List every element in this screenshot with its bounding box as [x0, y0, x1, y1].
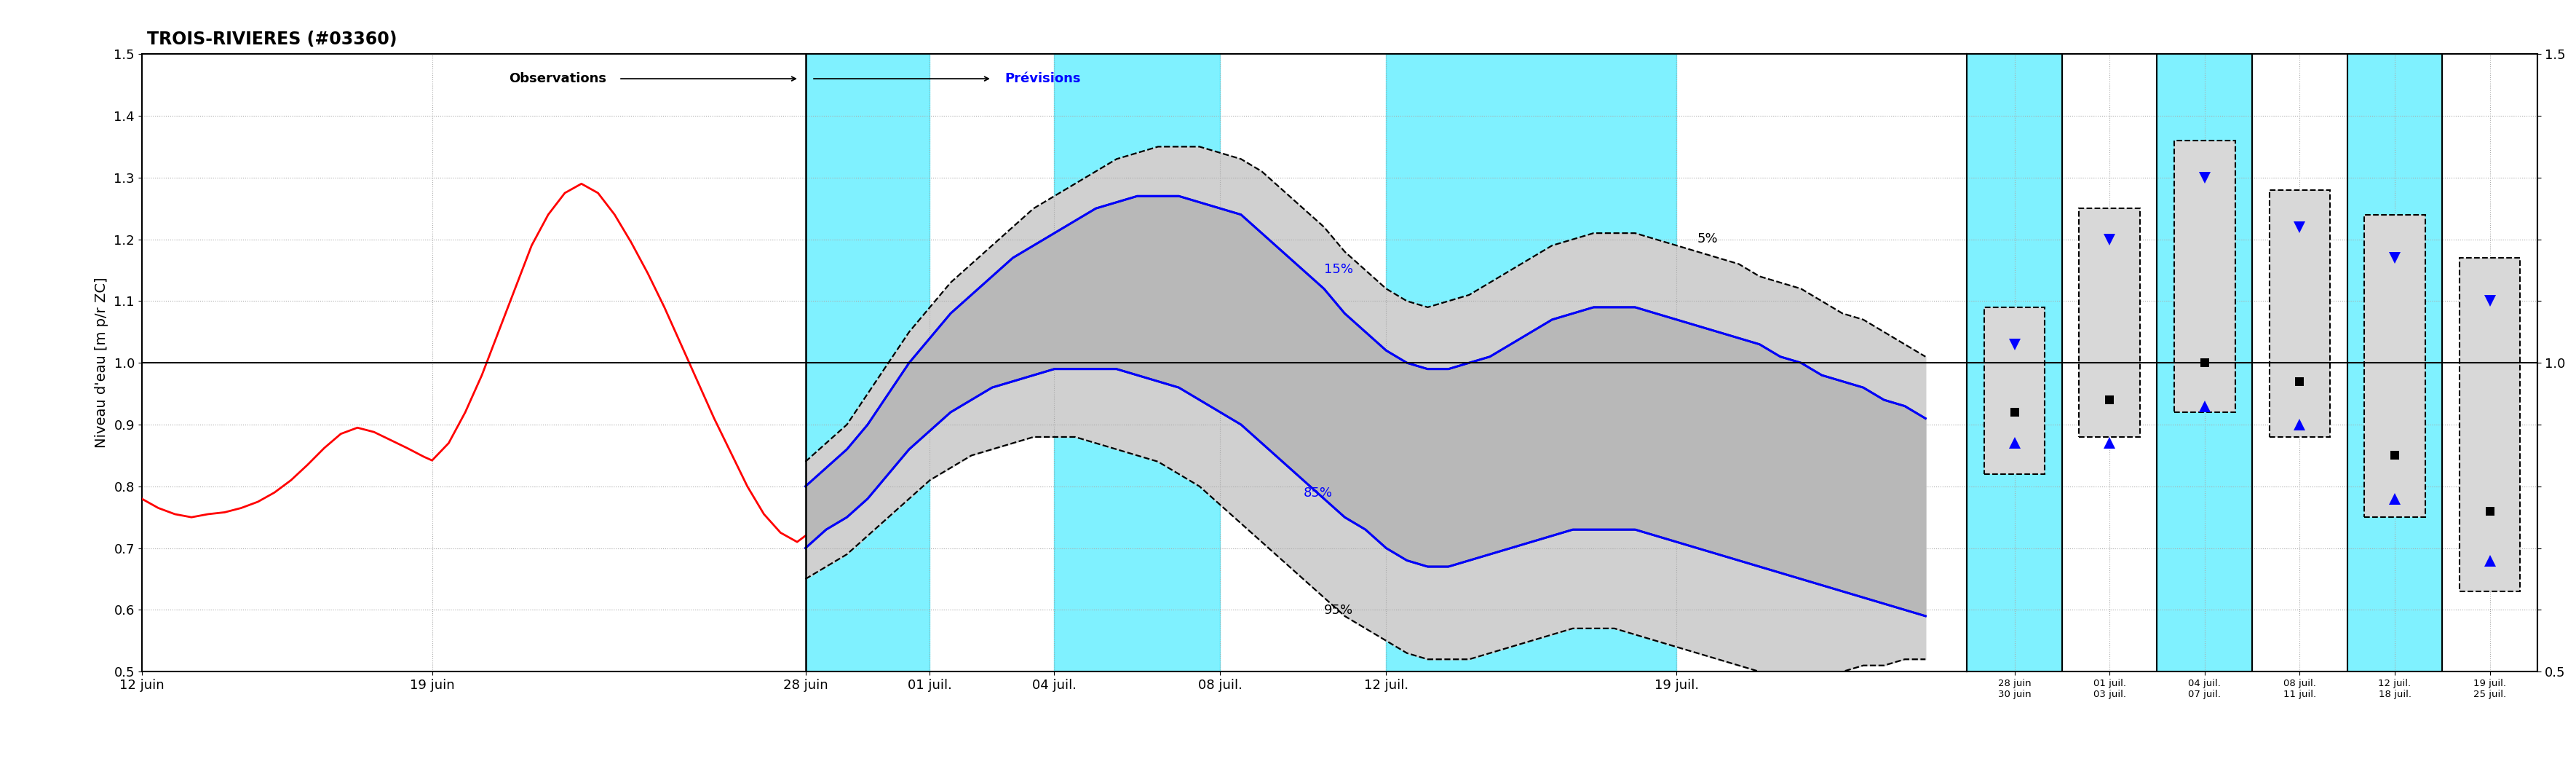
Bar: [1386, 54, 1677, 672]
FancyBboxPatch shape: [2365, 215, 2424, 517]
Bar: [806, 54, 930, 672]
Text: 5%: 5%: [1698, 232, 1718, 245]
Text: Observations: Observations: [507, 73, 605, 85]
FancyBboxPatch shape: [2079, 208, 2141, 437]
Text: 15%: 15%: [1324, 263, 1352, 276]
Text: 95%: 95%: [1324, 604, 1352, 617]
Bar: [2347, 54, 2442, 672]
Y-axis label: Niveau d'eau [m p/r ZC]: Niveau d'eau [m p/r ZC]: [95, 277, 108, 449]
Bar: [1968, 54, 2061, 672]
Text: Prévisions: Prévisions: [1005, 73, 1079, 85]
Text: 85%: 85%: [1303, 486, 1332, 499]
Bar: [2156, 54, 2251, 672]
FancyBboxPatch shape: [1984, 307, 2045, 474]
Text: TROIS-RIVIERES (#03360): TROIS-RIVIERES (#03360): [147, 31, 397, 49]
FancyBboxPatch shape: [2174, 141, 2236, 412]
Bar: [1054, 54, 1221, 672]
FancyBboxPatch shape: [2460, 258, 2519, 591]
FancyBboxPatch shape: [2269, 190, 2331, 437]
